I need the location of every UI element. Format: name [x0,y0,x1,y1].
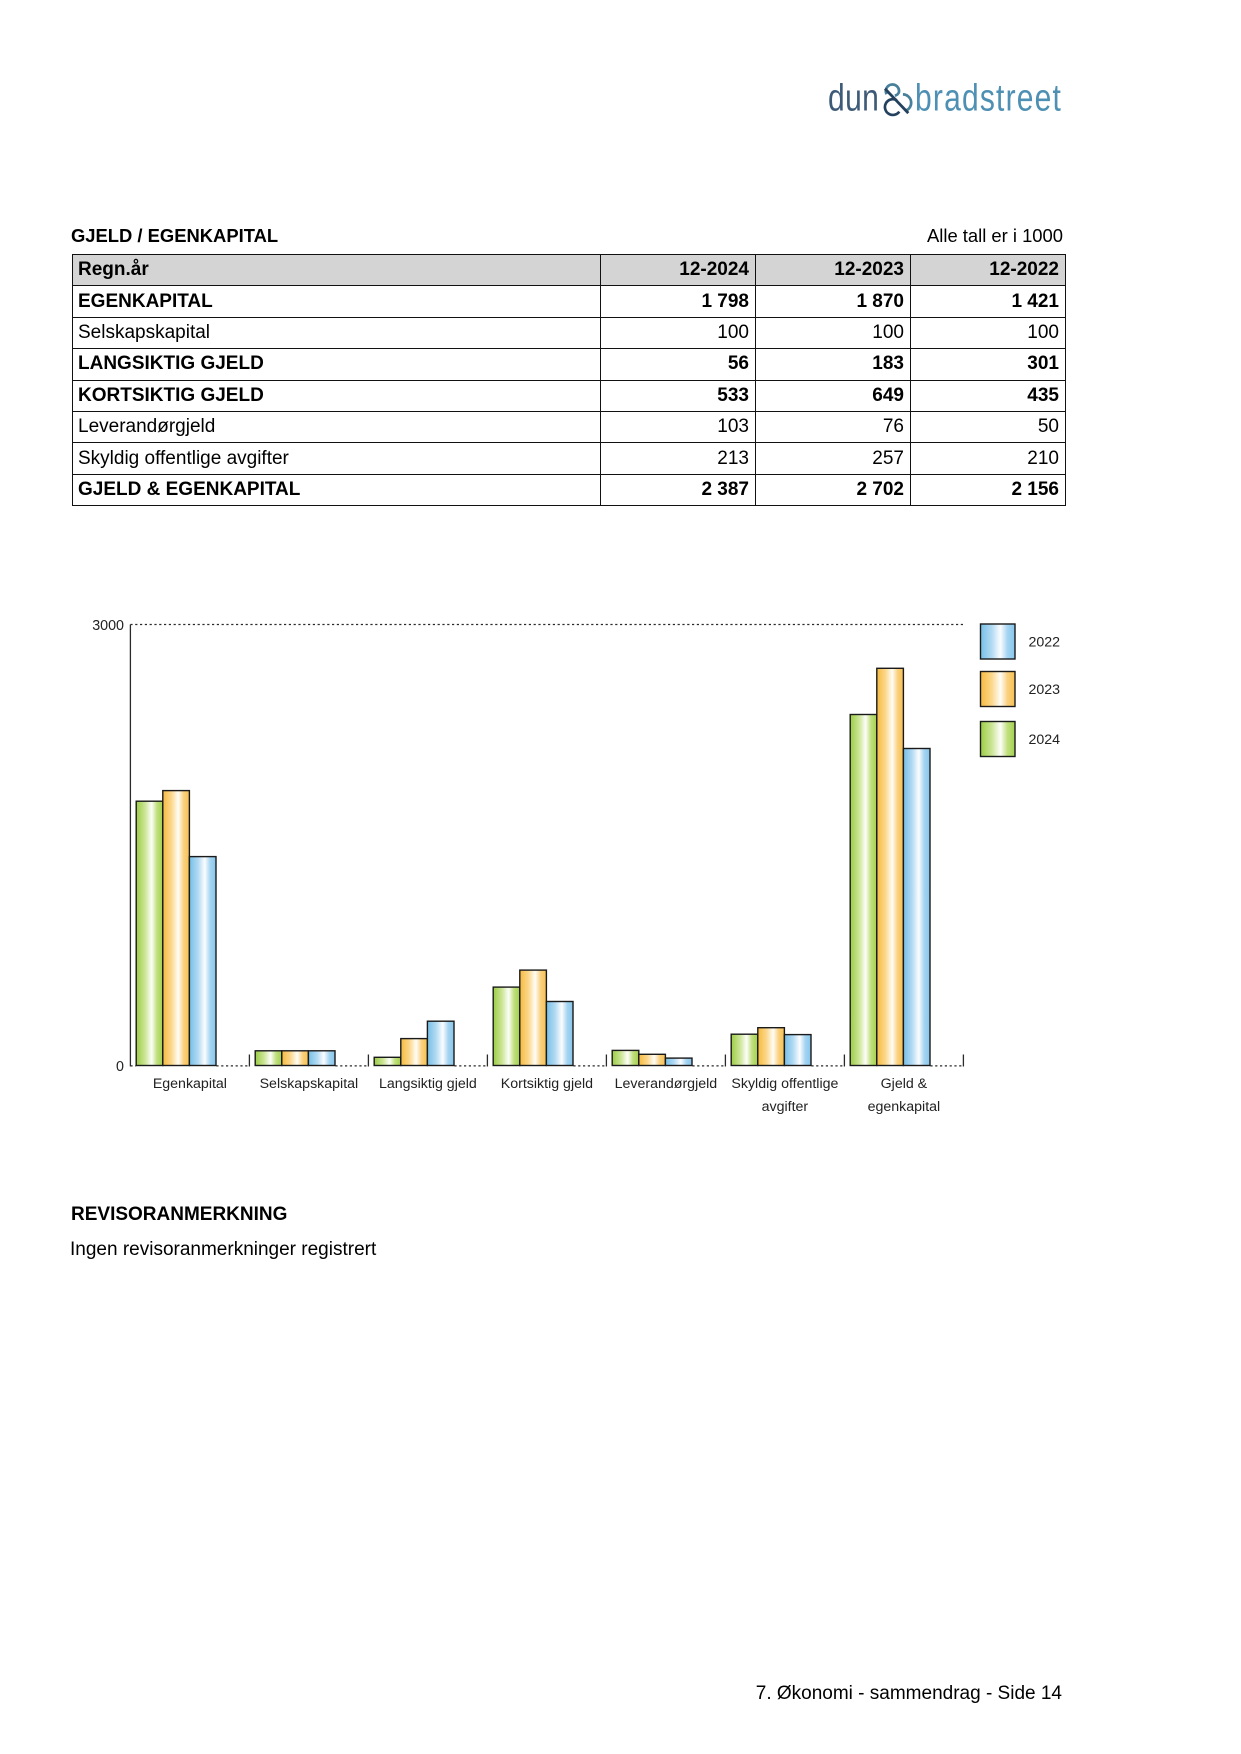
svg-text:3000: 3000 [92,618,124,634]
svg-text:2022: 2022 [1029,635,1061,651]
svg-text:Leverandørgjeld: Leverandørgjeld [615,1076,718,1092]
svg-text:0: 0 [116,1059,124,1075]
svg-text:avgifter: avgifter [762,1099,809,1115]
svg-text:Egenkapital: Egenkapital [153,1076,227,1092]
svg-text:Kortsiktig gjeld: Kortsiktig gjeld [501,1076,593,1092]
svg-text:Skyldig offentlige: Skyldig offentlige [731,1076,838,1092]
svg-text:2024: 2024 [1029,732,1061,748]
svg-text:Selskapskapital: Selskapskapital [260,1076,359,1092]
svg-text:2023: 2023 [1029,682,1061,698]
svg-text:Langsiktig gjeld: Langsiktig gjeld [379,1076,477,1092]
svg-text:Gjeld &: Gjeld & [881,1076,928,1092]
svg-text:egenkapital: egenkapital [868,1099,941,1115]
